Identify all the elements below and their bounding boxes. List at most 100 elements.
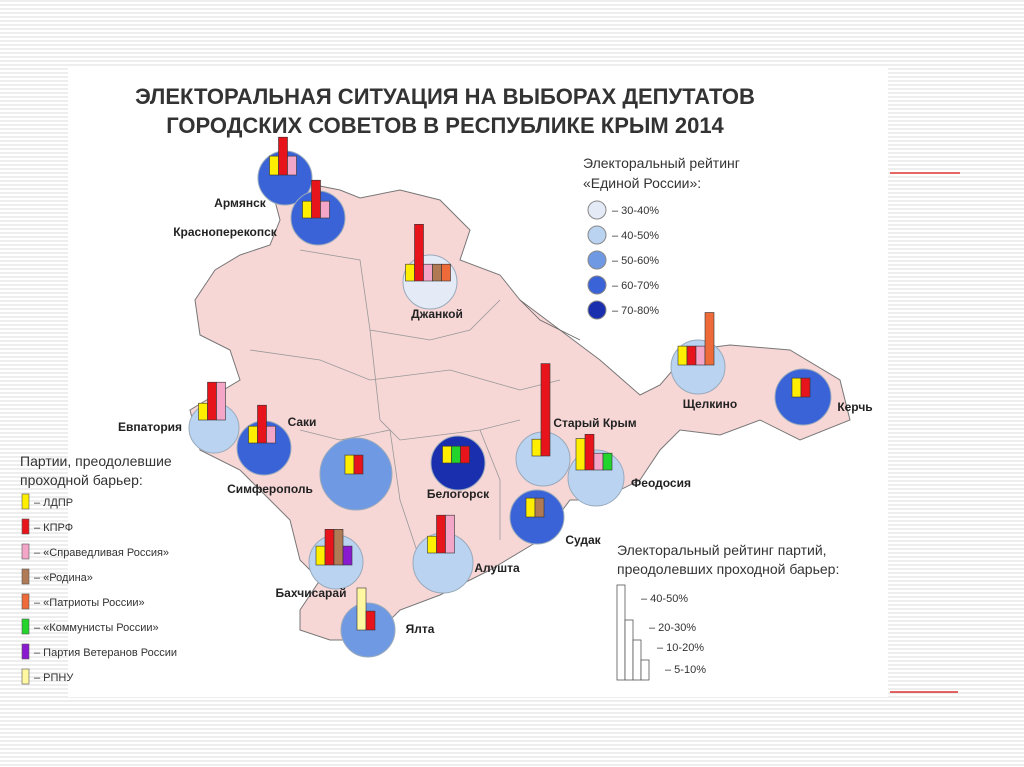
party-bar	[540, 363, 551, 457]
city-label: Евпатория	[118, 420, 182, 434]
legend-title: преодолевших проходной барьер:	[617, 561, 839, 577]
legend-label: – Партия Ветеранов России	[34, 647, 177, 659]
legend-swatch	[21, 643, 30, 660]
city-label: Саки	[288, 415, 317, 429]
legend-label: – 5-10%	[665, 664, 706, 676]
party-bar	[333, 528, 344, 566]
party-bar	[677, 345, 688, 366]
legend-label: – «Справедливая Россия»	[34, 547, 169, 559]
party-bar	[686, 345, 697, 366]
city-label: Керчь	[837, 400, 872, 414]
legend-swatch	[587, 225, 607, 245]
legend-swatch	[21, 518, 30, 535]
legend-label: – 40-50%	[641, 593, 688, 605]
party-bar	[356, 587, 367, 631]
party-bar	[198, 402, 208, 421]
party-bar	[365, 610, 376, 631]
party-bar	[320, 200, 330, 219]
legend-title: проходной барьер:	[20, 472, 143, 488]
legend-label: – «Патриоты России»	[34, 597, 145, 609]
legend-label: – ЛДПР	[34, 497, 73, 509]
party-bar	[432, 263, 442, 282]
party-bar	[287, 155, 297, 176]
party-bar	[584, 433, 595, 471]
party-bar	[207, 381, 217, 421]
legend-label: – 70-80%	[612, 305, 659, 317]
party-bar	[531, 438, 542, 457]
legend-swatch	[21, 593, 30, 610]
city-label: Феодосия	[631, 476, 691, 490]
party-bar	[278, 136, 288, 176]
party-bar	[445, 514, 455, 554]
party-bar	[315, 545, 326, 566]
district-borders	[249, 249, 581, 561]
legend-swatch	[587, 275, 607, 295]
legend-title: «Единой России»:	[583, 175, 701, 191]
legend-label: – 30-40%	[612, 205, 659, 217]
legend-title: Электоральный рейтинг партий,	[617, 542, 827, 558]
legend-swatch	[21, 668, 30, 685]
city-label: Бахчисарай	[276, 586, 347, 600]
party-bar	[602, 452, 613, 471]
legend-label: – 60-70%	[612, 280, 659, 292]
party-bar	[695, 345, 706, 366]
party-bar	[525, 497, 536, 518]
legend-title: Электоральный рейтинг	[583, 155, 740, 171]
city-label: Белогорск	[427, 487, 490, 501]
party-bar	[593, 452, 604, 471]
legend-label: – «Коммунисты России»	[34, 622, 159, 634]
legend-label: – 40-50%	[612, 230, 659, 242]
legend-label: – 10-20%	[657, 642, 704, 654]
party-bar	[216, 381, 226, 421]
party-bar	[414, 224, 424, 282]
city-label: Симферополь	[227, 482, 313, 496]
bar-scale	[616, 584, 650, 681]
party-bar	[442, 445, 452, 464]
party-bar	[353, 454, 364, 475]
legend-label: – РПНУ	[34, 672, 74, 684]
party-bar	[575, 438, 586, 471]
party-bar	[704, 312, 715, 366]
party-bar	[441, 263, 451, 282]
party-bar	[344, 454, 355, 475]
party-bar	[257, 404, 267, 444]
city-label: Ялта	[406, 622, 435, 636]
title: ЭЛЕКТОРАЛЬНАЯ СИТУАЦИЯ НА ВЫБОРАХ ДЕПУТА…	[135, 84, 755, 109]
party-bar	[427, 535, 437, 554]
legend-label: – «Родина»	[34, 572, 93, 584]
legend-label: – 20-30%	[649, 622, 696, 634]
city-label: Щелкино	[683, 397, 738, 411]
party-bar	[791, 377, 802, 398]
legend-label: – 50-60%	[612, 255, 659, 267]
city-circle	[402, 254, 458, 310]
party-bar	[311, 179, 321, 219]
party-bar	[534, 497, 545, 518]
party-bar	[324, 528, 335, 566]
legend-label: – КПРФ	[34, 522, 73, 534]
party-bar	[248, 425, 258, 444]
legend-swatch	[21, 618, 30, 635]
legend-swatch	[21, 493, 30, 510]
city-label: Джанкой	[411, 307, 463, 321]
city-label: Алушта	[474, 561, 520, 575]
legend-swatch	[587, 250, 607, 270]
city-label: Старый Крым	[553, 416, 636, 430]
legend-swatch	[21, 568, 30, 585]
party-bar	[800, 377, 811, 398]
party-bar	[460, 445, 470, 464]
party-bar	[436, 514, 446, 554]
title: ГОРОДСКИХ СОВЕТОВ В РЕСПУБЛИКЕ КРЫМ 2014	[166, 113, 724, 138]
legend-title: Партии, преодолевшие	[20, 453, 172, 469]
party-bar	[451, 445, 461, 464]
legend-swatch	[21, 543, 30, 560]
party-bar	[405, 263, 415, 282]
city-label: Судак	[565, 533, 601, 547]
legend-swatch	[587, 200, 607, 220]
party-bar	[266, 425, 276, 444]
party-bar	[302, 200, 312, 219]
party-bar	[269, 155, 279, 176]
city-label: Красноперекопск	[173, 225, 278, 239]
party-bar	[342, 545, 353, 566]
